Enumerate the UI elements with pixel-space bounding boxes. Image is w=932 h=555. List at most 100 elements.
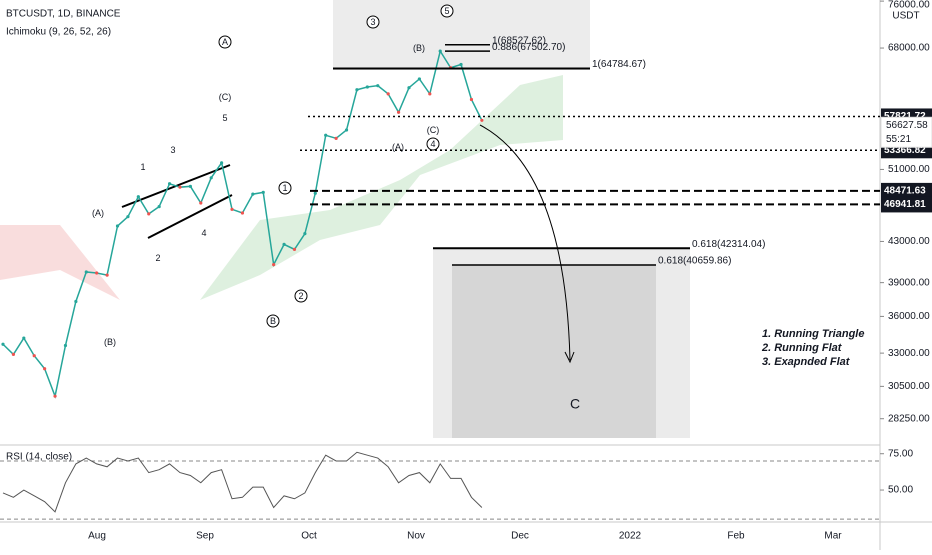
wave-label: 4 [201, 228, 206, 238]
y-tick-label: 36000.00 [888, 311, 930, 322]
fib-label: 0.618(40659.86) [658, 256, 731, 267]
fib-label: 1(68527.62) [492, 35, 546, 46]
note: 1. Running Triangle [762, 328, 864, 340]
wave-label: (A) [392, 142, 404, 152]
wave-circle [426, 137, 440, 151]
close-point [84, 270, 88, 274]
close-point [157, 205, 161, 209]
close-point [22, 336, 26, 340]
arrow-head [564, 351, 575, 364]
wave-circle [366, 15, 380, 29]
close-point [386, 92, 390, 96]
level-label: 57821.72 [884, 111, 926, 122]
close-point [303, 232, 307, 236]
wave-circle [278, 181, 292, 195]
countdown: 55:21 [886, 134, 911, 145]
box-target-inner [452, 265, 656, 438]
close-point [459, 62, 463, 67]
close-point [209, 176, 213, 180]
box-top [333, 0, 590, 70]
projection-arrow [479, 124, 571, 361]
wave-circle [218, 35, 232, 49]
close-point [178, 185, 182, 189]
wave-label: A [222, 37, 228, 47]
close-point [220, 161, 224, 165]
close-point [240, 211, 245, 215]
fib-label: 1(64784.67) [592, 59, 646, 70]
close-point [292, 247, 297, 251]
rsi-title[interactable]: RSI (14, close) [6, 452, 72, 463]
rsi-line [2, 451, 483, 513]
wave-label: 5 [444, 6, 449, 16]
note: 2. Running Flat [761, 342, 843, 354]
close-point [1, 342, 5, 346]
x-tick-label: Aug [88, 531, 106, 542]
y-tick-label: 68000.00 [888, 43, 930, 54]
wave-label: (B) [413, 43, 425, 53]
close-point [251, 192, 255, 196]
x-tick-label: Nov [407, 531, 425, 542]
level-label: 46941.81 [884, 199, 926, 210]
y-tick-label: 76000.00 [888, 0, 930, 11]
close-point [396, 110, 401, 114]
rsi-tick-label: 50.00 [888, 485, 913, 496]
wave-label: B [270, 316, 276, 326]
close-point [230, 207, 234, 211]
wave-label: 3 [170, 145, 175, 155]
last-price-tag [880, 116, 932, 148]
wave-circle [440, 4, 454, 18]
close-point [95, 271, 99, 275]
close-point [344, 128, 349, 132]
x-tick-label: 2022 [619, 531, 642, 542]
close-point [417, 77, 421, 81]
target-label: C [570, 396, 580, 412]
y-tick-label: 30500.00 [888, 381, 930, 392]
wave-label: 4 [430, 139, 435, 149]
close-point [188, 184, 192, 188]
x-tick-label: Dec [511, 531, 529, 542]
wave-label: 2 [298, 291, 303, 301]
triangle-line [147, 194, 233, 239]
close-point [324, 133, 328, 137]
close-point [438, 49, 442, 53]
close-point [365, 85, 369, 89]
fib-label: 0.886(67502.70) [492, 42, 565, 53]
close-point [469, 97, 474, 102]
y-tick-label: 43000.00 [888, 236, 930, 247]
fib-label: 0.618(42314.04) [692, 239, 765, 250]
close-point [313, 191, 317, 195]
x-tick-label: Oct [301, 531, 317, 542]
y-tick-label: 33000.00 [888, 348, 930, 359]
x-tick-label: Sep [196, 531, 214, 542]
close-point [199, 201, 203, 205]
price-line [2, 49, 483, 399]
close-point [11, 352, 16, 357]
close-point [43, 367, 47, 371]
note: 3. Exapnded Flat [762, 356, 851, 368]
close-point [272, 263, 276, 267]
wave-circle [266, 314, 280, 328]
wave-label: 3 [370, 17, 375, 27]
level-label: 53366.82 [884, 145, 926, 156]
level-tag [881, 196, 932, 213]
wave-label: (C) [427, 125, 440, 135]
wave-label: 5 [222, 113, 227, 123]
symbol[interactable]: BTCUSDT, 1D, BINANCE [6, 9, 121, 20]
wave-label: (C) [219, 92, 232, 102]
wave-label: (A) [92, 208, 104, 218]
x-tick-label: Feb [727, 531, 745, 542]
close-point [355, 88, 359, 92]
wave-label: (B) [104, 337, 116, 347]
close-point [105, 273, 109, 277]
close-point [407, 86, 411, 90]
wave-label: 2 [155, 253, 160, 263]
close-point [147, 212, 151, 216]
indicator[interactable]: Ichimoku (9, 26, 52, 26) [6, 27, 111, 38]
currency: USDT [892, 11, 919, 22]
close-point [115, 224, 120, 228]
close-point [480, 118, 484, 122]
close-point [53, 394, 57, 398]
wave-label: 1 [140, 162, 145, 172]
y-tick-label: 51000.00 [888, 164, 930, 175]
